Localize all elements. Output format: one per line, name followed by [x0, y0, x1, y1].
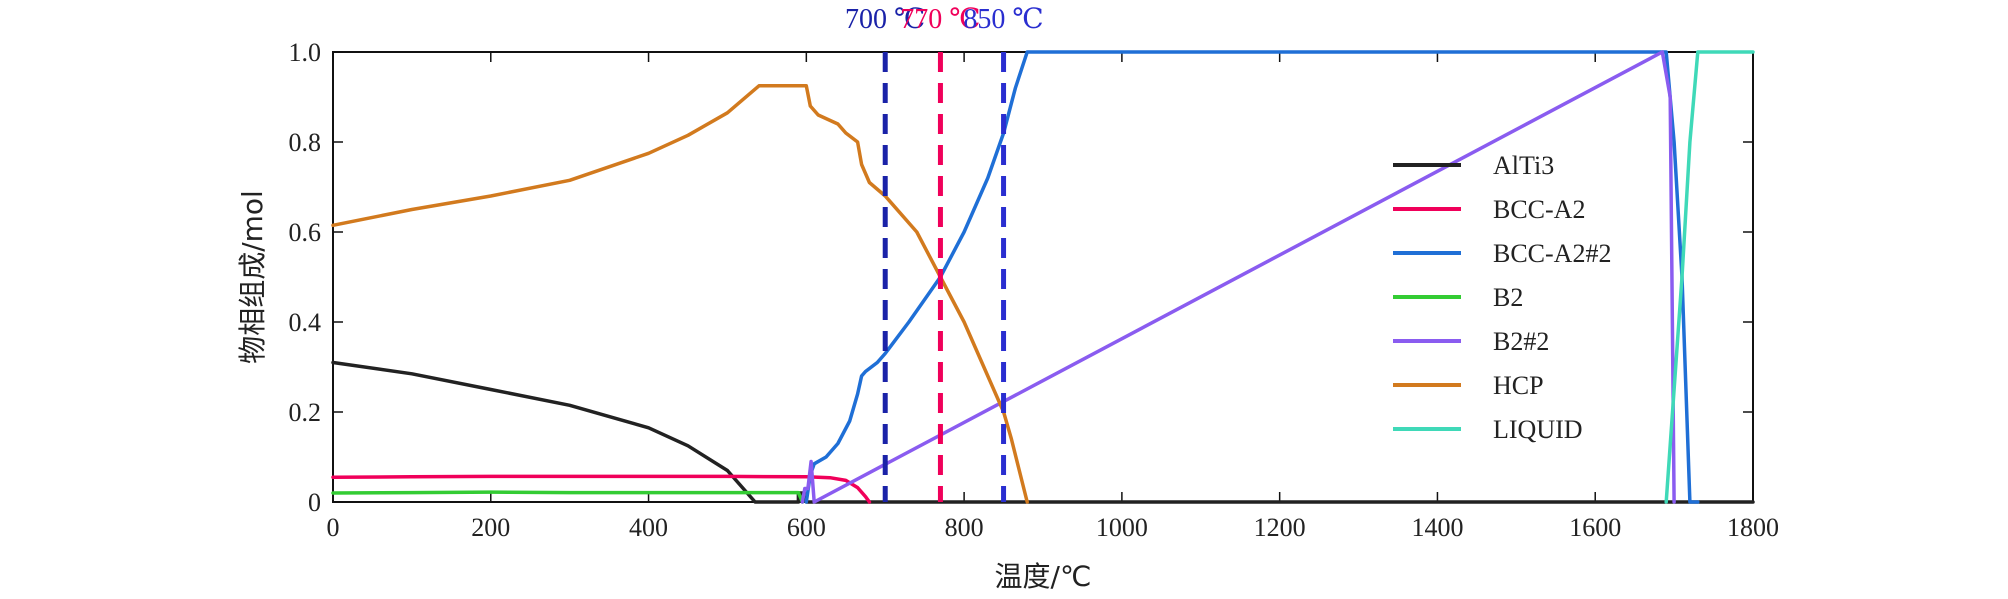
series-line-hcp	[331, 84, 1029, 504]
x-axis-label: 温度/℃	[995, 560, 1092, 593]
marker-label-700: 700 ℃	[845, 4, 925, 35]
x-tick-label: 1000	[1096, 513, 1148, 542]
legend-label: LIQUID	[1493, 415, 1583, 444]
y-tick-label: 0.2	[289, 398, 322, 427]
x-tick-label: 1400	[1411, 513, 1463, 542]
series-line-b2	[331, 490, 805, 504]
legend-label: B2#2	[1493, 327, 1549, 356]
series-line-alti3	[331, 360, 1755, 504]
x-tick-label: 1600	[1569, 513, 1621, 542]
x-tick-label: 600	[787, 513, 826, 542]
legend-label: B2	[1493, 283, 1523, 312]
y-tick-label: 0.4	[289, 308, 322, 337]
x-tick-label: 1800	[1727, 513, 1779, 542]
y-tick-label: 0.6	[289, 218, 322, 247]
x-tick-label: 800	[945, 513, 984, 542]
series-line-b2-2	[800, 50, 1676, 504]
series-line-liquid	[1664, 50, 1755, 504]
y-tick-label: 0.8	[289, 128, 322, 157]
legend-label: HCP	[1493, 371, 1544, 400]
legend: AlTi3 BCC-A2 BCC-A2#2 B2 B2#2 HCP LIQUID	[1393, 151, 1611, 444]
legend-label: AlTi3	[1493, 151, 1554, 180]
y-tick-label: 0	[308, 488, 321, 517]
x-tick-label: 400	[629, 513, 668, 542]
legend-label: BCC-A2#2	[1493, 239, 1611, 268]
y-tick-label: 1.0	[289, 38, 322, 67]
legend-label: BCC-A2	[1493, 195, 1585, 224]
series-line-bcc-a2-2	[804, 50, 1700, 504]
x-tick-label: 1200	[1254, 513, 1306, 542]
x-tick-label: 200	[471, 513, 510, 542]
marker-label-850: 850 ℃	[963, 4, 1043, 35]
x-tick-label: 0	[327, 513, 340, 542]
y-axis-label: 物相组成/mol	[236, 190, 269, 364]
marker-label-770: 770 ℃	[900, 4, 980, 35]
plot-axes: 0 200 400 600 800 1000 1200 1400 1600 1800 0 0.2 0.4…	[289, 38, 1780, 542]
series-layer	[331, 50, 1755, 504]
series-line-bcc-a2	[331, 474, 872, 504]
